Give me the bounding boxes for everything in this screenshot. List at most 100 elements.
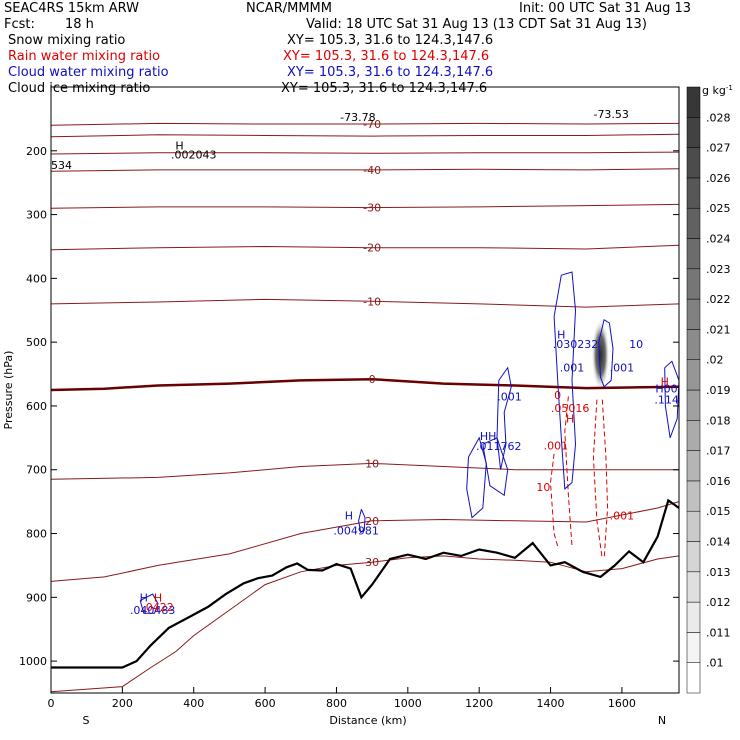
- contour-annotation: -73.78: [340, 111, 375, 124]
- colorbar-label: .014: [706, 536, 731, 549]
- colorbar: .01 .011 .012 .013 .014 .015 .016 .017 .018 .019.…: [686, 86, 731, 694]
- cloud-contour: [358, 509, 366, 534]
- colorbar-swatch: [686, 632, 701, 663]
- valid-time: Valid: 18 UTC Sat 31 Aug 13 (13 CDT Sat …: [306, 17, 647, 32]
- colorbar-label: .019: [706, 384, 731, 397]
- y-tick-label: 300: [26, 209, 47, 222]
- colorbar-label: .012: [706, 596, 731, 609]
- colorbar-swatch: [686, 359, 701, 391]
- colorbar-label: .022: [706, 293, 731, 306]
- field-xy-rain: XY= 105.3, 31.6 to 124.3,147.6: [283, 49, 489, 64]
- x-tick-label: 0: [48, 697, 55, 710]
- contour-annotation: .001: [544, 439, 569, 452]
- contour-annotation: H: [175, 140, 183, 153]
- rain-contour: [564, 396, 573, 547]
- temp-label-0: 0: [369, 373, 376, 386]
- y-tick-label: 800: [26, 528, 47, 541]
- cloud-contour: [139, 593, 159, 614]
- field-xy-cloud: XY= 105.3, 31.6 to 124.3,147.6: [287, 65, 493, 80]
- field-name-snow: Snow mixing ratio: [8, 33, 125, 48]
- contour-annotation: .011762: [476, 440, 522, 453]
- y-tick-label: 400: [26, 272, 47, 285]
- cloud-contour: [466, 436, 487, 519]
- colorbar-swatch: [686, 571, 701, 603]
- colorbar-label: .015: [706, 505, 731, 518]
- colorbar-label: .024: [706, 233, 731, 246]
- temp-label--70: -70: [363, 118, 381, 131]
- colorbar-swatch: [686, 238, 701, 270]
- colorbar-label: .023: [706, 263, 731, 276]
- temp-contour-0: [51, 377, 679, 392]
- colorbar-label: .027: [706, 142, 731, 155]
- left-end-label: S: [83, 714, 90, 727]
- plot-frame: [50, 86, 680, 694]
- temp-contour-20: [51, 501, 679, 582]
- contour-annotation: -73.53: [593, 108, 628, 121]
- contour-annotation: H: [661, 376, 669, 389]
- contour-annotation: .00534: [34, 159, 73, 172]
- colorbar-swatch: [686, 601, 701, 633]
- y-tick-label: 900: [26, 591, 47, 604]
- contour-annotation: .05016: [551, 402, 590, 415]
- colorbar-label: .028: [706, 111, 731, 124]
- x-tick-label: 200: [112, 697, 133, 710]
- x-tick-label: 1200: [465, 697, 493, 710]
- colorbar-label: .011: [706, 626, 731, 639]
- field-xy-ice: XY= 105.3, 31.6 to 124.3,147.6: [281, 81, 487, 96]
- temp-contour--60: [51, 133, 679, 138]
- colorbar-label: .017: [706, 445, 731, 458]
- colorbar-label: .01: [706, 657, 724, 670]
- x-tick-label: 1600: [608, 697, 636, 710]
- contour-annotation: .030232: [553, 338, 599, 351]
- y-tick-label: 600: [26, 400, 47, 413]
- colorbar-swatch: [686, 268, 701, 300]
- rain-contour: [592, 399, 603, 560]
- axes: 0 200 400 600 800 1000 1200 1400 160020030040050…: [19, 145, 679, 710]
- temp-label--30: -30: [363, 202, 381, 215]
- temp-contour-10: [51, 462, 679, 480]
- colorbar-swatch: [686, 147, 701, 179]
- temp-contour--70: [51, 122, 679, 126]
- y-tick-label: 1000: [19, 655, 47, 668]
- rain-contour: [601, 399, 609, 560]
- cloud-contour: [553, 271, 577, 490]
- cloud-contour: [482, 437, 509, 497]
- x-tick-label: 800: [326, 697, 347, 710]
- colorbar-swatch: [686, 86, 701, 118]
- contour-annotation: .002043: [171, 149, 217, 162]
- contour-annotation: .001: [560, 362, 585, 375]
- contour-annotation: .1144: [654, 394, 686, 407]
- contour-annotation: 10: [536, 481, 550, 494]
- colorbar-label: .021: [706, 323, 731, 336]
- rain-contour: [549, 453, 559, 547]
- x-tick-label: 1400: [537, 697, 565, 710]
- temp-contour--50: [51, 151, 679, 155]
- contour-annotation: H: [557, 329, 565, 342]
- snow-shading: [591, 318, 610, 391]
- x-tick-label: 1000: [394, 697, 422, 710]
- temp-label-20: 20: [365, 515, 379, 528]
- contour-annotation: HH: [480, 430, 497, 443]
- temp-label--20: -20: [363, 242, 381, 255]
- colorbar-swatch: [686, 177, 701, 209]
- y-tick-label: 700: [26, 464, 47, 477]
- colorbar-swatch: [686, 510, 701, 542]
- field-name-rain: Rain water mixing ratio: [8, 49, 160, 64]
- center-title: NCAR/MMMM: [246, 1, 332, 16]
- y-tick-label: 200: [26, 145, 47, 158]
- x-axis-label: Distance (km): [329, 714, 406, 727]
- contour-annotation: H: [140, 591, 148, 604]
- cloud-contour: [664, 360, 679, 438]
- contour-annotation: H: [345, 510, 353, 523]
- colorbar-swatch: [686, 117, 701, 148]
- y-axis-label: Pressure (hPa): [2, 351, 15, 430]
- temp-label-30: 30: [365, 556, 379, 569]
- y-tick-label: 500: [26, 336, 47, 349]
- contour-annotation: H: [566, 413, 574, 426]
- contour-annotation: .040483: [130, 604, 176, 617]
- colorbar-label: .02: [706, 354, 724, 367]
- contour-annotation: .004981: [333, 524, 379, 537]
- colorbar-swatch: [686, 207, 701, 239]
- colorbar-swatch: [686, 450, 701, 482]
